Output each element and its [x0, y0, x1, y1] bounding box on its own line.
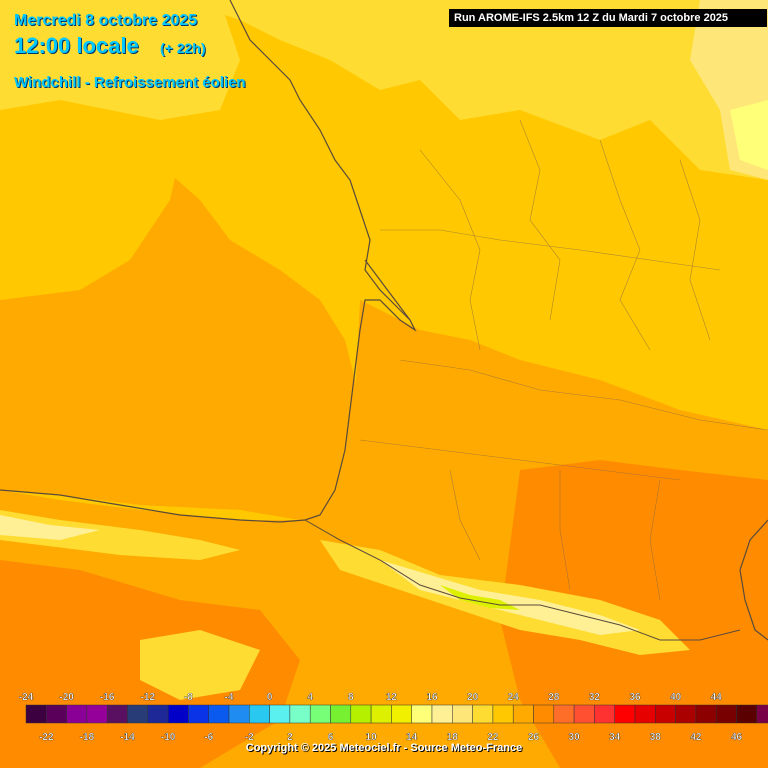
forecast-date: Mercredi 8 octobre 2025 [14, 12, 198, 29]
legend-swatch [167, 704, 189, 724]
legend-bottom-label: 30 [569, 732, 581, 743]
legend-bottom-label: -22 [39, 732, 54, 743]
legend-top-label: 12 [386, 692, 398, 703]
pyrenees-coldest [440, 585, 520, 610]
legend-swatch [452, 704, 473, 724]
legend-swatch [634, 704, 656, 724]
legend-top-label: 40 [670, 692, 682, 703]
legend-bottom-label: 38 [650, 732, 662, 743]
legend-bottom-label: 34 [609, 732, 621, 743]
legend-top-label: 36 [629, 692, 641, 703]
spain-inland-cool [140, 630, 260, 700]
med-coastline [739, 519, 768, 641]
legend-swatch [695, 704, 717, 724]
legend-bottom-label: 2 [287, 732, 293, 743]
pyrenees-peaks [380, 560, 640, 635]
legend-swatch [431, 704, 453, 724]
legend-swatch [655, 704, 676, 724]
legend-top-label: -4 [225, 692, 234, 703]
legend-top-label: 32 [589, 692, 601, 703]
legend-top-label: 20 [467, 692, 479, 703]
legend-swatch [208, 704, 230, 724]
legend-swatch [330, 704, 352, 724]
legend-bottom-label: 18 [447, 732, 459, 743]
cantabrian-peaks [0, 515, 100, 540]
legend-top-label: 28 [548, 692, 560, 703]
legend-top-label: 8 [348, 692, 354, 703]
legend-swatch [106, 704, 128, 724]
legend-bottom-label: -18 [80, 732, 95, 743]
forecast-time: 12:00 locale [14, 33, 139, 58]
parameter-title: Windchill - Refroissement éolien [14, 74, 246, 91]
legend-top-label: 16 [426, 692, 438, 703]
legend-swatch [228, 704, 250, 724]
legend-bottom-label: -10 [161, 732, 176, 743]
legend-swatch [269, 704, 291, 724]
legend-swatch [46, 704, 67, 724]
northern-cool-zone-2 [0, 0, 240, 120]
legend-swatch [147, 704, 169, 724]
legend-bottom-label: 46 [731, 732, 743, 743]
legend-swatch [675, 704, 697, 724]
legend-bottom-label: 6 [328, 732, 334, 743]
legend-swatch [533, 704, 555, 724]
northern-cool-zone [0, 0, 768, 180]
legend-swatch [188, 704, 209, 724]
legend-bottom-label: 42 [690, 732, 702, 743]
spain-france-border [304, 519, 741, 641]
legend-top-label: -8 [184, 692, 193, 703]
legend-swatch [66, 704, 88, 724]
legend-bottom-label: 26 [528, 732, 540, 743]
model-run-label: Run AROME-IFS 2.5km 12 Z du Mardi 7 octo… [449, 9, 767, 27]
legend-top-label: -24 [19, 692, 34, 703]
legend-bottom-label: -14 [120, 732, 135, 743]
atlantic-coastline [0, 0, 417, 523]
gironde-estuary [364, 259, 411, 321]
offshore-warm-tongue [0, 178, 360, 520]
legend-swatch [249, 704, 270, 724]
legend-swatch [756, 704, 768, 724]
pale-yellow-ne-2 [730, 100, 768, 170]
legend-top-label: 24 [508, 692, 520, 703]
legend-bottom-label: 14 [406, 732, 418, 743]
legend-top-label: -12 [141, 692, 156, 703]
legend-swatch [553, 704, 575, 724]
legend-swatch [309, 704, 331, 724]
legend-swatch [25, 704, 47, 724]
legend-bottom-label: -6 [204, 732, 213, 743]
legend-bottom-label: 22 [487, 732, 499, 743]
legend-top-label: 0 [267, 692, 273, 703]
cantabrian-cool [0, 510, 240, 560]
legend-top-label: -16 [100, 692, 115, 703]
legend-swatch [715, 704, 737, 724]
legend-swatch [614, 704, 636, 724]
legend-swatch [370, 704, 392, 724]
legend-swatch [512, 704, 534, 724]
legend-swatch [492, 704, 514, 724]
legend-swatch [573, 704, 595, 724]
legend-swatch [86, 704, 108, 724]
legend-swatch [472, 704, 494, 724]
forecast-lead-time: (+ 22h) [160, 40, 206, 56]
legend-swatch [350, 704, 372, 724]
legend-top-label: 4 [307, 692, 313, 703]
department-borders [359, 119, 768, 601]
legend-bottom-label: 10 [366, 732, 378, 743]
legend-swatch [411, 704, 433, 724]
legend-swatch [289, 704, 311, 724]
legend-top-label: 44 [711, 692, 723, 703]
copyright-notice: Copyright © 2025 Meteociel.fr - Source M… [245, 742, 523, 754]
legend-swatch [736, 704, 758, 724]
legend-swatch [594, 704, 615, 724]
legend-swatch [127, 704, 149, 724]
legend-top-label: -20 [59, 692, 74, 703]
color-scale-legend: -24 -20 -16 -12 -8 -4 0 4 8 12 16 20 24 28 32 36 40 44-22… [19, 692, 768, 743]
legend-swatch [391, 704, 412, 724]
legend-bottom-label: -2 [245, 732, 254, 743]
